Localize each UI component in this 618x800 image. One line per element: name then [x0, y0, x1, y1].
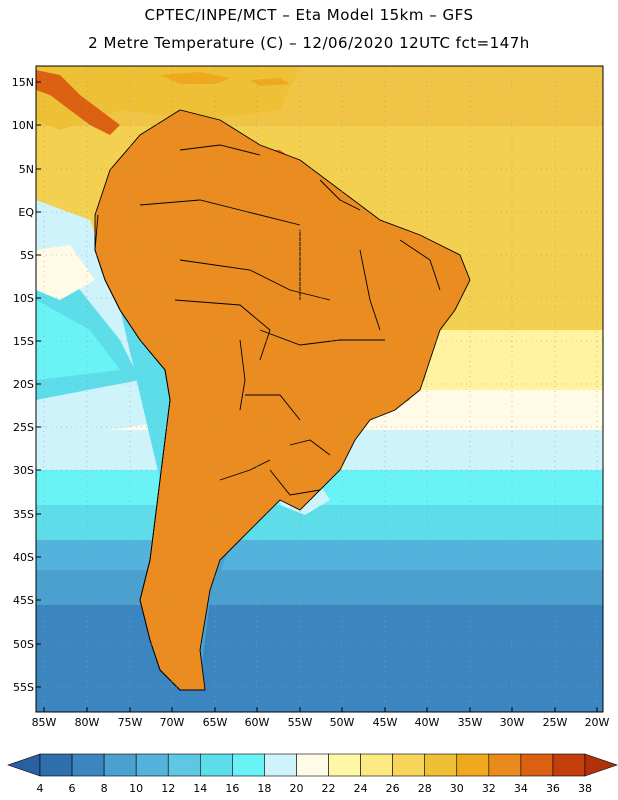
lat-label: 45S [13, 594, 34, 607]
lon-label: 35W [457, 716, 483, 729]
colorbar-swatch [71, 753, 105, 777]
lat-label: 55S [13, 681, 34, 694]
colorbar-label: 8 [100, 782, 108, 795]
colorbar-swatch [232, 753, 265, 777]
lat-label: 25S [13, 421, 34, 434]
colorbar-label: 26 [385, 782, 400, 795]
lat-label: EQ [18, 206, 34, 219]
colorbar-label: 6 [68, 782, 76, 795]
lon-label: 25W [542, 716, 568, 729]
colorbar-under-arrow [7, 753, 41, 777]
lat-label: 5S [20, 249, 34, 262]
colorbar-label: 28 [417, 782, 432, 795]
colorbar-swatch [135, 753, 169, 777]
lat-label: 35S [13, 508, 34, 521]
lon-label: 50W [329, 716, 355, 729]
lon-label: 30W [499, 716, 525, 729]
lon-label: 80W [74, 716, 100, 729]
colorbar-label: 14 [193, 782, 208, 795]
colorbar-label: 18 [257, 782, 272, 795]
colorbar-label: 20 [289, 782, 304, 795]
colorbar-label: 22 [321, 782, 336, 795]
colorbar-swatch [520, 753, 554, 777]
colorbar-label: 4 [36, 782, 44, 795]
lat-label: 10N [11, 119, 34, 132]
lat-label: 10S [13, 292, 34, 305]
lat-label: 15S [13, 335, 34, 348]
color-legend [7, 753, 618, 777]
colorbar-swatch [167, 753, 201, 777]
lat-label: 50S [13, 638, 34, 651]
colorbar-label: 16 [225, 782, 240, 795]
colorbar-swatch [360, 753, 393, 777]
colorbar-swatch [456, 753, 490, 777]
colorbar-swatch [264, 753, 297, 777]
lon-label: 40W [414, 716, 440, 729]
lon-label: 20W [584, 716, 610, 729]
colorbar-swatch [392, 753, 426, 777]
lon-label: 85W [31, 716, 57, 729]
colorbar-label: 34 [513, 782, 528, 795]
colorbar-swatch [39, 753, 73, 777]
lon-label: 65W [202, 716, 228, 729]
colorbar-label: 30 [449, 782, 464, 795]
colorbar-swatch [552, 753, 586, 777]
lon-label: 70W [159, 716, 185, 729]
colorbar-swatch [488, 753, 522, 777]
lon-label: 75W [117, 716, 143, 729]
map-title-line-2: 2 Metre Temperature (C) – 12/06/2020 12U… [88, 34, 530, 52]
colorbar-swatch [103, 753, 137, 777]
colorbar-label: 12 [161, 782, 176, 795]
map-title-line-1: CPTEC/INPE/MCT – Eta Model 15km – GFS [144, 6, 474, 24]
colorbar-swatch [296, 753, 329, 777]
colorbar-label: 38 [578, 782, 592, 795]
colorbar-label: 24 [353, 782, 368, 795]
colorbar-label: 36 [545, 782, 560, 795]
lat-label: 5N [18, 163, 34, 176]
colorbar-label: 10 [129, 782, 144, 795]
lon-label: 60W [244, 716, 270, 729]
lat-label: 20S [13, 378, 34, 391]
colorbar-swatch [328, 753, 361, 777]
colorbar-swatch [424, 753, 458, 777]
lat-label: 30S [13, 464, 34, 477]
lat-label: 40S [13, 551, 34, 564]
colorbar-swatch [199, 753, 233, 777]
colorbar-over-arrow [584, 753, 618, 777]
colorbar-label: 32 [481, 782, 496, 795]
lon-label: 45W [372, 716, 398, 729]
lon-label: 55W [287, 716, 313, 729]
lat-label: 15N [11, 76, 34, 89]
